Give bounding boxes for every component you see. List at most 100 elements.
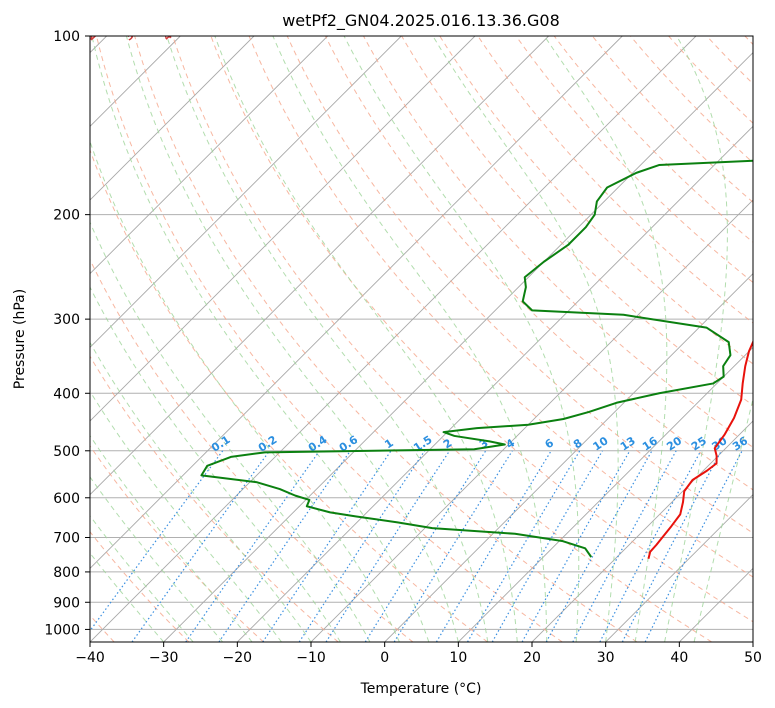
x-tick-label: 30 bbox=[597, 650, 615, 666]
mixing-ratio-line bbox=[262, 450, 392, 642]
y-tick-label: 800 bbox=[53, 565, 80, 581]
dry-adiabat bbox=[90, 355, 339, 642]
y-tick-label: 400 bbox=[53, 386, 80, 402]
adiabat-label: 0 bbox=[16, 26, 24, 39]
isotherm bbox=[90, 36, 328, 275]
plot-frame bbox=[89, 35, 754, 643]
mixing-ratio-line bbox=[521, 450, 631, 642]
mixing-ratio-line bbox=[90, 450, 224, 632]
dry-adiabat bbox=[90, 148, 488, 642]
isotherm bbox=[90, 36, 402, 348]
dry-adiabat bbox=[324, 36, 753, 491]
dry-adiabat bbox=[90, 530, 190, 642]
mixing-ratio-line bbox=[466, 450, 581, 642]
moist-adiabat bbox=[90, 476, 223, 642]
isotherms bbox=[90, 36, 753, 642]
dry-adiabat bbox=[363, 36, 753, 448]
y-tick-label: 100 bbox=[53, 29, 80, 45]
dry-adiabat bbox=[744, 36, 753, 46]
moist-adiabat bbox=[693, 396, 753, 642]
plot-area: 0.10.20.40.611.52346810131620253036-100-… bbox=[16, 23, 753, 642]
y-tick-label: 200 bbox=[53, 208, 80, 224]
x-tick-label: 20 bbox=[523, 650, 541, 666]
dry-adiabat bbox=[210, 36, 753, 623]
x-tick-label: 40 bbox=[670, 650, 688, 666]
adiabat-label: 20 bbox=[84, 23, 104, 43]
moist-adiabat bbox=[664, 36, 728, 642]
x-axis-label: Temperature (°C) bbox=[360, 681, 482, 697]
isotherm bbox=[458, 346, 753, 642]
isotherm bbox=[90, 36, 697, 642]
mixing-ratio-line bbox=[218, 450, 351, 642]
isotherm bbox=[90, 36, 623, 569]
isotherm bbox=[679, 567, 753, 642]
y-axis-ticks: 100 200 300 400 500 600 700 800 900 1000 bbox=[44, 29, 90, 638]
dry-adiabats bbox=[90, 36, 753, 642]
chart-title: wetPf2_GN04.2025.016.13.36.G08 bbox=[282, 11, 560, 31]
isotherm bbox=[163, 52, 753, 642]
mixing-ratio-label: 4 bbox=[504, 436, 518, 451]
dry-adiabat bbox=[515, 36, 753, 284]
mixing-ratio-line bbox=[185, 450, 321, 642]
adiabat-label: 40 bbox=[160, 23, 180, 43]
dry-adiabat bbox=[134, 36, 638, 642]
x-axis-ticks: −40 −30 −20 −10 0 10 20 30 40 50 bbox=[75, 642, 762, 666]
dry-adiabat bbox=[90, 445, 264, 642]
dry-adiabat bbox=[439, 36, 753, 365]
x-tick-label: −10 bbox=[296, 650, 326, 666]
y-tick-label: 500 bbox=[53, 444, 80, 460]
x-tick-label: 10 bbox=[449, 650, 467, 666]
dry-adiabat bbox=[248, 36, 753, 578]
mixing-ratio-line bbox=[298, 450, 426, 642]
y-axis-label: Pressure (hPa) bbox=[12, 289, 28, 389]
isotherm bbox=[531, 420, 753, 642]
moist-adiabat bbox=[90, 390, 282, 642]
mixing-ratio-label: 6 bbox=[543, 436, 557, 451]
moist-adiabat bbox=[214, 36, 518, 642]
dry-adiabat bbox=[668, 36, 753, 124]
isotherm bbox=[90, 36, 476, 422]
y-tick-label: 600 bbox=[53, 491, 80, 507]
moist-adiabat bbox=[543, 36, 668, 642]
mixing-ratio-line bbox=[435, 450, 552, 642]
mixing-ratio-line bbox=[599, 450, 702, 642]
dry-adiabat bbox=[90, 258, 414, 642]
mixing-ratio-label: 0.1 bbox=[209, 433, 232, 455]
y-tick-label: 300 bbox=[53, 312, 80, 328]
mixing-ratio-line bbox=[545, 450, 653, 642]
dry-adiabat bbox=[591, 36, 753, 203]
isotherm bbox=[310, 199, 753, 642]
dry-adiabat bbox=[96, 36, 563, 642]
y-tick-label: 900 bbox=[53, 595, 80, 611]
moist-adiabat bbox=[343, 36, 580, 642]
moist-adiabats bbox=[90, 36, 753, 642]
mixing-ratio-line bbox=[131, 450, 271, 642]
moist-adiabat bbox=[90, 341, 312, 642]
isotherm bbox=[605, 494, 753, 642]
dry-adiabat bbox=[477, 36, 753, 324]
moist-adiabat bbox=[91, 36, 430, 642]
isotherm bbox=[90, 36, 255, 201]
profile-series bbox=[200, 159, 753, 559]
adiabat-label: 30 bbox=[122, 23, 142, 43]
moist-adiabat bbox=[90, 140, 400, 642]
dry-adiabat bbox=[706, 36, 753, 85]
isotherm bbox=[384, 273, 753, 642]
mixing-ratio-line bbox=[364, 450, 487, 642]
mixing-ratio-lines bbox=[90, 450, 743, 642]
x-tick-label: 50 bbox=[744, 650, 762, 666]
mixing-ratio-label: 1.5 bbox=[411, 433, 434, 455]
moist-adiabat bbox=[166, 36, 489, 642]
x-tick-label: −20 bbox=[223, 650, 253, 666]
moist-adiabat bbox=[90, 434, 253, 642]
dry-adiabat bbox=[401, 36, 753, 406]
mixing-ratio-line bbox=[325, 450, 451, 642]
isotherm bbox=[237, 125, 753, 642]
pressure-gridlines bbox=[90, 36, 753, 630]
y-tick-label: 700 bbox=[53, 531, 80, 547]
x-tick-label: −40 bbox=[75, 650, 105, 666]
moist-adiabat bbox=[125, 36, 459, 642]
moist-adiabat bbox=[90, 515, 194, 642]
moist-adiabat bbox=[432, 36, 619, 642]
